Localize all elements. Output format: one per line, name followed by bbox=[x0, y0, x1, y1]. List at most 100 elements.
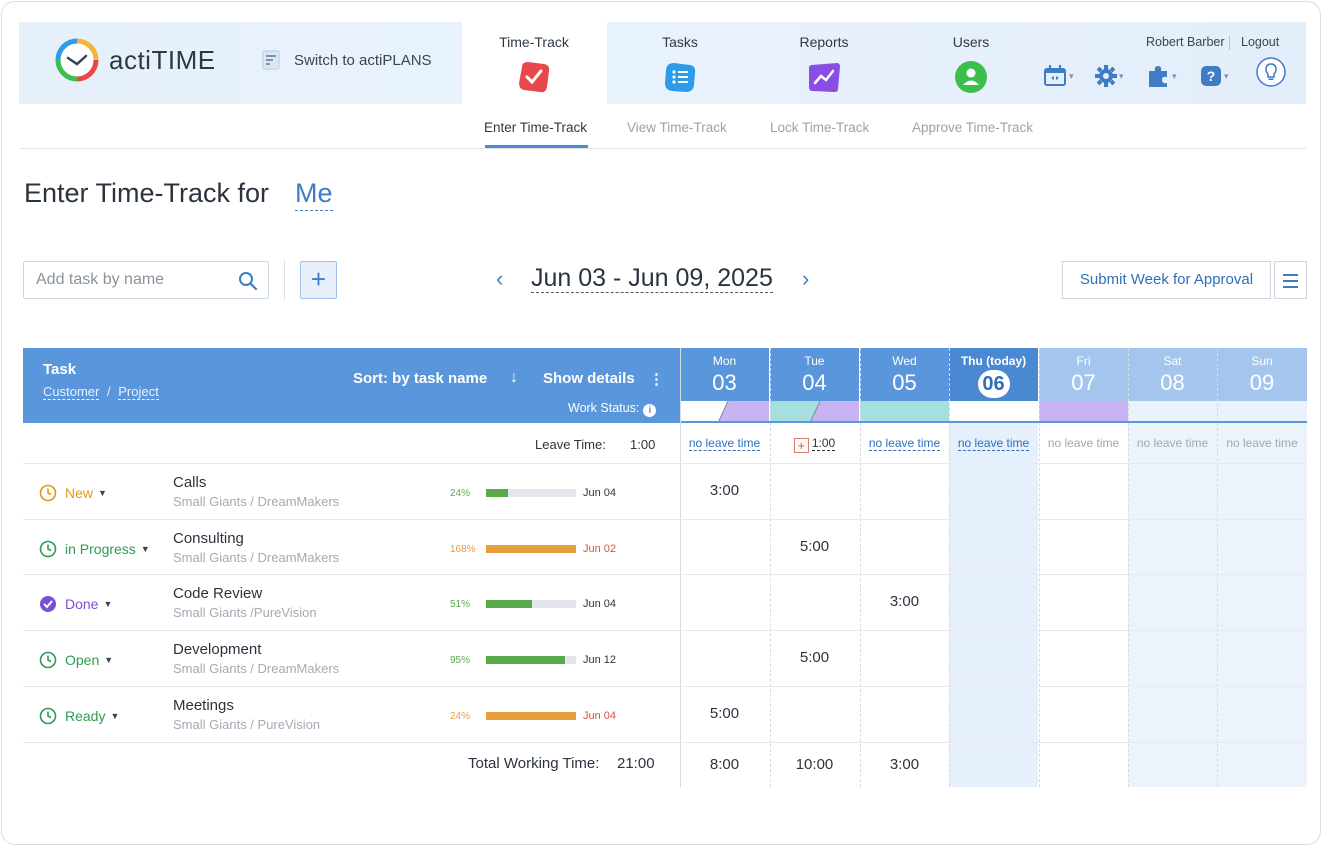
deadline: Jun 04 bbox=[583, 598, 617, 610]
more-menu-button[interactable] bbox=[1274, 261, 1307, 299]
time-cell[interactable] bbox=[1128, 705, 1217, 727]
time-cell[interactable] bbox=[1217, 705, 1306, 727]
time-cell[interactable] bbox=[770, 705, 859, 727]
status-dropdown[interactable]: Done ▼ bbox=[39, 595, 112, 613]
time-cell[interactable] bbox=[1039, 593, 1128, 615]
settings-menu[interactable]: ▾ bbox=[1095, 64, 1124, 88]
time-cell[interactable]: 5:00 bbox=[799, 538, 830, 555]
time-cell[interactable] bbox=[1217, 538, 1306, 560]
module-reports[interactable]: Reports bbox=[754, 22, 894, 104]
logo[interactable]: actiTIME bbox=[53, 36, 216, 84]
document-icon bbox=[262, 50, 280, 70]
time-cell[interactable] bbox=[1128, 593, 1217, 615]
task-name[interactable]: Consulting bbox=[173, 530, 244, 547]
status-dropdown[interactable]: Ready ▼ bbox=[39, 707, 119, 725]
leave-cell-tue[interactable]: +1:00 bbox=[770, 436, 859, 453]
time-cell[interactable] bbox=[949, 705, 1038, 727]
prev-week-button[interactable]: ‹ bbox=[496, 266, 504, 291]
leave-cell-sat[interactable]: no leave time bbox=[1136, 436, 1209, 450]
module-time-track[interactable]: Time-Track bbox=[464, 22, 604, 104]
calendar-menu[interactable]: ▾ bbox=[1043, 64, 1074, 88]
clock-icon bbox=[39, 651, 57, 669]
next-week-button[interactable]: › bbox=[802, 266, 810, 291]
user-name[interactable]: Robert Barber bbox=[1146, 35, 1225, 49]
customer-project-label: Customer / Project bbox=[43, 384, 159, 400]
time-cell[interactable] bbox=[1217, 593, 1306, 615]
module-tasks[interactable]: Tasks bbox=[610, 22, 750, 104]
subnav-approve-time-track[interactable]: Approve Time-Track bbox=[912, 120, 1034, 135]
switch-to-actiplans-link[interactable]: Switch to actiPLANS bbox=[262, 50, 432, 70]
module-label: Tasks bbox=[662, 34, 698, 50]
week-range-picker[interactable]: Jun 03 - Jun 09, 2025 bbox=[531, 264, 773, 293]
info-icon[interactable]: i bbox=[643, 404, 657, 417]
time-cell[interactable] bbox=[949, 538, 1038, 560]
addons-menu[interactable]: ▾ bbox=[1146, 64, 1177, 88]
leave-cell-thu[interactable]: no leave time bbox=[957, 436, 1030, 451]
customer-sort-link[interactable]: Customer bbox=[43, 384, 100, 400]
time-cell[interactable] bbox=[860, 705, 949, 727]
time-cell[interactable]: 3:00 bbox=[709, 482, 740, 499]
time-cell[interactable] bbox=[1217, 649, 1306, 671]
leave-cell-fri[interactable]: no leave time bbox=[1047, 436, 1120, 450]
search-icon[interactable] bbox=[238, 271, 258, 291]
kebab-icon[interactable]: ⋮ bbox=[649, 371, 664, 388]
time-cell[interactable] bbox=[1039, 705, 1128, 727]
submit-week-button[interactable]: Submit Week for Approval bbox=[1062, 261, 1271, 299]
task-name[interactable]: Code Review bbox=[173, 585, 263, 602]
switch-label: Switch to actiPLANS bbox=[294, 51, 432, 69]
task-name[interactable]: Meetings bbox=[173, 697, 234, 714]
time-cell[interactable] bbox=[1217, 482, 1306, 504]
time-cell[interactable]: 3:00 bbox=[889, 593, 920, 610]
time-cell[interactable] bbox=[1128, 482, 1217, 504]
time-cell[interactable] bbox=[770, 593, 859, 615]
leave-cell-sun[interactable]: no leave time bbox=[1226, 436, 1298, 450]
time-cell[interactable] bbox=[1039, 482, 1128, 504]
time-cell[interactable] bbox=[680, 649, 769, 671]
leave-cell-mon[interactable]: no leave time bbox=[688, 436, 761, 451]
clock-icon bbox=[39, 540, 57, 558]
status-dropdown[interactable]: Open ▼ bbox=[39, 651, 113, 669]
task-name[interactable]: Calls bbox=[173, 474, 207, 491]
sort-direction-icon[interactable]: ↓ bbox=[510, 369, 518, 386]
time-cell[interactable] bbox=[680, 593, 769, 615]
progress-bar bbox=[486, 656, 576, 664]
header-divider bbox=[680, 421, 1307, 423]
status-dropdown[interactable]: New ▼ bbox=[39, 484, 107, 502]
time-cell[interactable] bbox=[1128, 649, 1217, 671]
project-sort-link[interactable]: Project bbox=[118, 384, 159, 400]
add-task-button[interactable]: + bbox=[300, 261, 337, 299]
time-cell[interactable] bbox=[860, 538, 949, 560]
leave-cell-wed[interactable]: no leave time bbox=[868, 436, 941, 451]
time-cell[interactable] bbox=[1128, 538, 1217, 560]
divider bbox=[20, 148, 1306, 149]
subnav-view-time-track[interactable]: View Time-Track bbox=[627, 120, 727, 135]
tips-button[interactable] bbox=[1256, 57, 1286, 87]
deadline: Jun 02 bbox=[583, 543, 617, 555]
work-status-strip-tue bbox=[770, 401, 859, 423]
logout-link[interactable]: Logout bbox=[1241, 35, 1280, 49]
time-cell[interactable] bbox=[949, 593, 1038, 615]
time-cell[interactable] bbox=[1039, 538, 1128, 560]
status-dropdown[interactable]: in Progress ▼ bbox=[39, 540, 150, 558]
time-cell[interactable] bbox=[860, 649, 949, 671]
time-cell[interactable] bbox=[860, 482, 949, 504]
time-cell[interactable] bbox=[949, 482, 1038, 504]
user-selector[interactable]: Me bbox=[295, 178, 333, 211]
time-cell[interactable]: 5:00 bbox=[799, 649, 830, 666]
sort-selector[interactable]: Sort: by task name bbox=[353, 370, 488, 387]
show-details-toggle[interactable]: Show details bbox=[543, 370, 635, 387]
day-header-mon: Mon 03 bbox=[680, 348, 769, 401]
module-users[interactable]: Users bbox=[901, 22, 1041, 104]
subnav-lock-time-track[interactable]: Lock Time-Track bbox=[770, 120, 870, 135]
task-name[interactable]: Development bbox=[173, 641, 262, 658]
time-cell[interactable] bbox=[1039, 649, 1128, 671]
time-cell[interactable] bbox=[770, 482, 859, 504]
time-cell[interactable] bbox=[680, 538, 769, 560]
help-menu[interactable]: ? ▾ bbox=[1200, 64, 1229, 88]
chevron-down-icon: ▼ bbox=[110, 711, 120, 721]
search-input[interactable] bbox=[24, 262, 224, 298]
time-cell[interactable] bbox=[949, 649, 1038, 671]
total-working-time-value: 21:00 bbox=[617, 755, 655, 772]
time-cell[interactable]: 5:00 bbox=[709, 705, 740, 722]
subnav-enter-time-track[interactable]: Enter Time-Track bbox=[484, 120, 588, 135]
